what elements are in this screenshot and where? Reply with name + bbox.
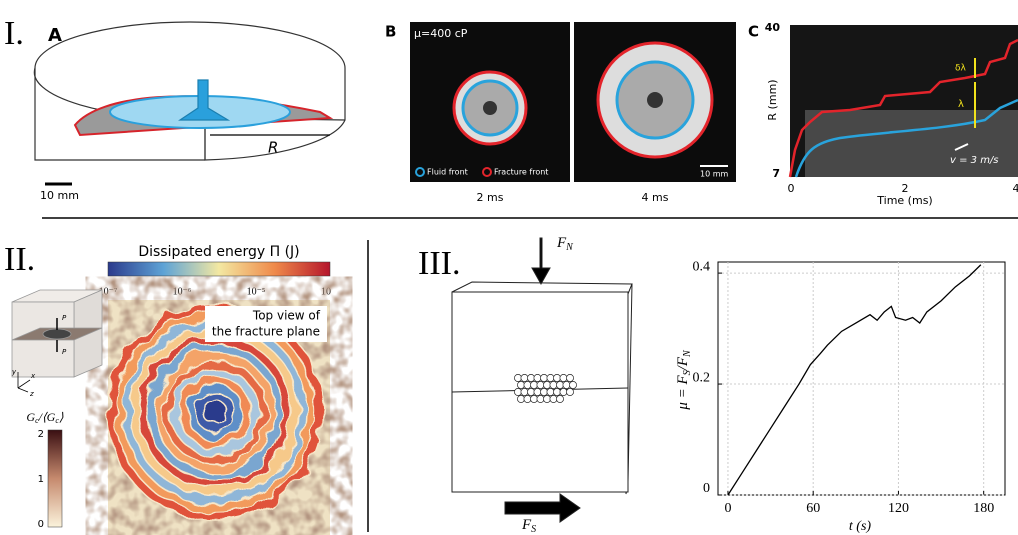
x-tick-label: 120 [888, 501, 909, 516]
label-part: N [565, 242, 574, 253]
grain [556, 395, 563, 402]
y-tick-label: 0 [703, 481, 710, 496]
y-tick-label: 7 [772, 167, 780, 180]
grain [524, 395, 531, 402]
x-axis-label: t (s) [849, 519, 872, 534]
colorbar-tick: 10 [321, 286, 331, 297]
annotation: δλ [955, 64, 967, 74]
label-part: G [26, 410, 35, 424]
scale-label: 10 mm [700, 170, 729, 179]
time-label: 2 ms [477, 191, 504, 204]
grain [566, 388, 573, 395]
grain [534, 374, 541, 381]
grain [527, 374, 534, 381]
x-tick-label: 4 [1013, 182, 1018, 195]
view-label: the fracture plane [212, 325, 320, 339]
grain [527, 388, 534, 395]
label-part: N [682, 349, 693, 358]
radius-label: R [268, 139, 278, 157]
grain [553, 374, 560, 381]
grain [560, 388, 567, 395]
x-axis-label: Time (ms) [876, 194, 932, 207]
grain [537, 381, 544, 388]
inset-label: y [11, 368, 17, 376]
x-tick-label: 0 [724, 501, 731, 516]
grain [524, 381, 531, 388]
friction-curve [728, 265, 981, 495]
grain [553, 388, 560, 395]
panel-label: I. [4, 15, 24, 52]
label-part: /F [675, 356, 691, 371]
subpanel-label: C [748, 23, 759, 41]
block-diagram [452, 238, 632, 522]
scale-label: 10 mm [40, 189, 79, 202]
grain [530, 381, 537, 388]
grain [543, 395, 550, 402]
colorbar-tick: 0 [38, 519, 44, 530]
colorbar-title: Gc/⟨Gc⟩ [26, 410, 63, 425]
x-tick-label: 0 [788, 182, 795, 195]
grain [547, 374, 554, 381]
y-tick-label: 0.4 [693, 259, 711, 274]
colorbar-tick: 1 [38, 474, 44, 485]
y-tick-label: 0.2 [693, 370, 711, 385]
x-tick-label: 180 [973, 501, 994, 516]
label-part: /⟨G [38, 410, 56, 424]
grain [540, 374, 547, 381]
label-part: μ = F [675, 375, 691, 411]
grain [521, 388, 528, 395]
grain [560, 374, 567, 381]
friction-plot: 0 60 120 180 0 0.2 0.4 [693, 259, 1006, 516]
grain [569, 381, 576, 388]
grain [550, 381, 557, 388]
inset-cube [12, 290, 102, 392]
fracture-front [203, 400, 227, 424]
cylinder-diagram [34, 22, 345, 184]
viscosity-label: μ=400 cP [414, 27, 468, 40]
label-part: ⟩ [59, 410, 64, 424]
view-label: Top view of [252, 309, 321, 323]
legend-label: Fracture front [494, 168, 548, 177]
y-axis-label: R (mm) [766, 79, 779, 120]
colorbar [108, 262, 330, 276]
figure: I. A R 10 mm B μ=400 cP Fluid front Frac… [0, 0, 1018, 535]
grain [543, 381, 550, 388]
grain [540, 388, 547, 395]
y-axis-label: μ = FS/FN [675, 349, 693, 411]
grain [566, 374, 573, 381]
inset-label: x [30, 372, 36, 380]
grain [517, 395, 524, 402]
annotation: v = 3 m/s [950, 155, 999, 166]
grain [514, 388, 521, 395]
force-label: FS [521, 517, 536, 535]
force-label: FN [556, 235, 574, 253]
grain [534, 388, 541, 395]
grain [563, 381, 570, 388]
legend-label: Fluid front [427, 168, 468, 177]
annotation: λ [958, 99, 964, 110]
panel-label: II. [4, 241, 35, 278]
colorbar-tick: 2 [38, 429, 44, 440]
grain [547, 388, 554, 395]
grain [521, 374, 528, 381]
colorbar-tick: 10⁻⁶ [173, 286, 192, 297]
inset-label: z [29, 390, 34, 398]
grain [517, 381, 524, 388]
time-label: 4 ms [642, 191, 669, 204]
x-tick-label: 60 [806, 501, 820, 516]
grain [550, 395, 557, 402]
colorbar-title: Dissipated energy Π (J) [138, 244, 299, 260]
plot-frame [718, 262, 1005, 495]
subpanel-label: B [385, 23, 396, 41]
label-part: S [531, 524, 536, 535]
grain [537, 395, 544, 402]
y-tick-label: 40 [765, 21, 781, 34]
grain [514, 374, 521, 381]
colorbar-tick: 10⁻⁵ [247, 286, 266, 297]
fracture-images [410, 22, 736, 182]
grain [556, 381, 563, 388]
grain [530, 395, 537, 402]
colorbar [48, 430, 62, 527]
panel-label: III. [418, 245, 460, 282]
